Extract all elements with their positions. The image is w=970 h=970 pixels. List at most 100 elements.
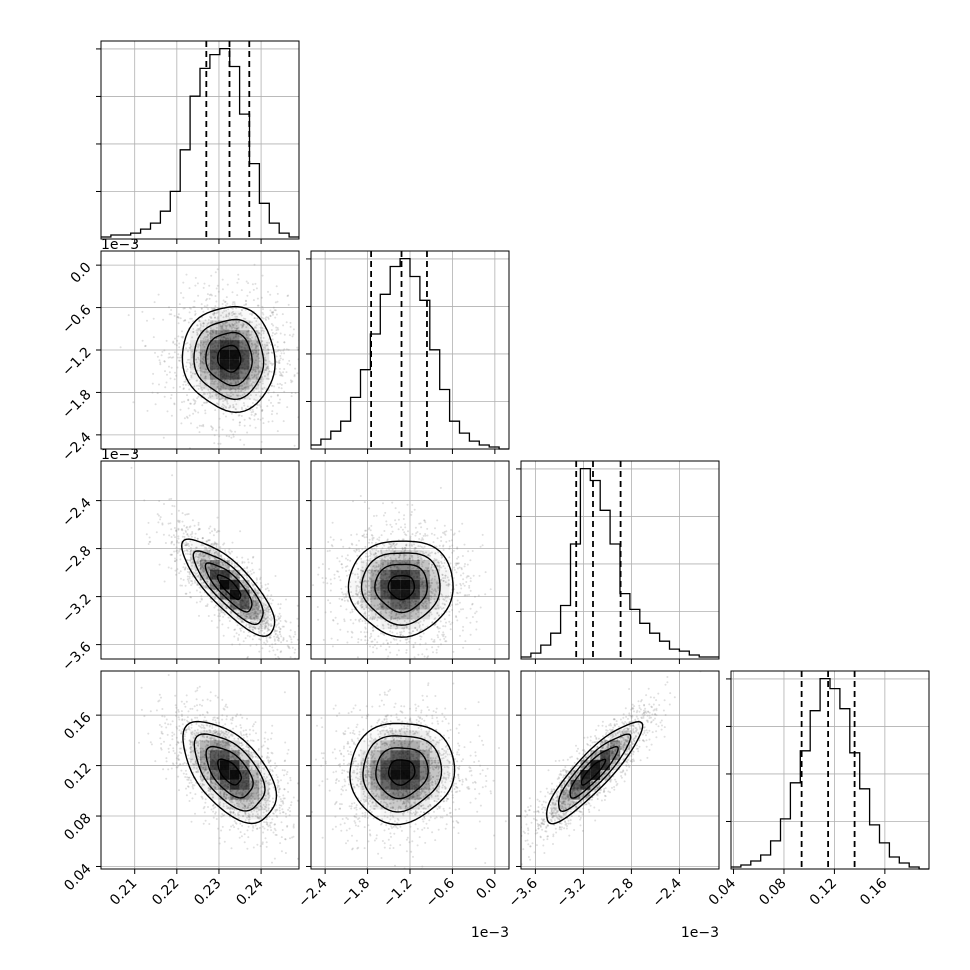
sample-point bbox=[230, 604, 233, 607]
sample-point bbox=[170, 542, 173, 545]
sample-point bbox=[160, 354, 163, 357]
sample-point bbox=[232, 404, 235, 406]
sample-point bbox=[254, 338, 257, 341]
sample-point bbox=[196, 333, 199, 336]
sample-point bbox=[271, 313, 274, 316]
sample-point bbox=[177, 322, 180, 325]
sample-point bbox=[266, 597, 269, 600]
sample-point bbox=[434, 559, 437, 562]
sample-point bbox=[371, 548, 374, 551]
sample-point bbox=[204, 559, 207, 562]
sample-point bbox=[232, 313, 235, 315]
sample-point bbox=[278, 367, 281, 370]
density-cell bbox=[239, 330, 250, 341]
density-cell bbox=[229, 310, 240, 321]
density-cell bbox=[249, 589, 260, 600]
sample-point bbox=[229, 389, 232, 392]
sample-point bbox=[173, 543, 176, 546]
sample-point bbox=[399, 554, 402, 556]
sample-point bbox=[273, 638, 276, 641]
sample-point bbox=[240, 620, 243, 623]
sample-point bbox=[194, 372, 197, 375]
sample-point bbox=[187, 407, 190, 410]
sample-point bbox=[211, 428, 214, 431]
sample-point bbox=[209, 329, 212, 332]
sample-point bbox=[157, 521, 160, 524]
sample-point bbox=[255, 376, 258, 379]
sample-point bbox=[267, 391, 270, 394]
sample-point bbox=[364, 635, 367, 638]
sample-point bbox=[189, 549, 192, 552]
sample-point bbox=[199, 380, 202, 383]
sample-point bbox=[462, 608, 464, 611]
sample-point bbox=[294, 392, 297, 394]
sample-point bbox=[248, 321, 251, 324]
sample-point bbox=[249, 384, 252, 387]
sample-point bbox=[327, 599, 330, 602]
sample-point bbox=[376, 619, 379, 622]
sample-point bbox=[220, 555, 223, 558]
sample-point bbox=[198, 385, 201, 387]
sample-point bbox=[255, 577, 258, 580]
sample-point bbox=[269, 636, 272, 639]
sample-point bbox=[377, 607, 380, 610]
sample-point bbox=[329, 610, 332, 613]
sample-point bbox=[371, 574, 374, 577]
sample-point bbox=[248, 398, 251, 400]
sample-point bbox=[363, 589, 366, 592]
sample-point bbox=[146, 319, 148, 322]
sample-point bbox=[241, 562, 244, 564]
sample-point bbox=[254, 621, 257, 624]
sample-point bbox=[238, 414, 241, 417]
sample-point bbox=[176, 366, 179, 369]
sample-point bbox=[156, 355, 159, 358]
sample-point bbox=[259, 336, 262, 339]
sample-point bbox=[202, 322, 205, 325]
sample-point bbox=[218, 530, 221, 533]
sample-point bbox=[362, 599, 365, 602]
sample-point bbox=[403, 630, 405, 633]
sample-point bbox=[236, 315, 238, 318]
sample-point bbox=[187, 580, 190, 582]
sample-point bbox=[436, 537, 439, 540]
sample-point bbox=[220, 557, 223, 560]
sample-point bbox=[234, 312, 237, 315]
sample-point bbox=[229, 552, 232, 555]
sample-point bbox=[241, 325, 244, 328]
sample-point bbox=[186, 553, 189, 555]
sample-point bbox=[256, 613, 259, 615]
sample-point bbox=[198, 382, 201, 385]
sample-point bbox=[204, 409, 207, 412]
sample-point bbox=[206, 331, 209, 334]
sample-point bbox=[207, 569, 210, 572]
sample-point bbox=[407, 566, 409, 569]
sample-point bbox=[340, 563, 343, 566]
sample-point bbox=[236, 394, 239, 397]
sample-point bbox=[304, 322, 306, 324]
sample-point bbox=[285, 598, 287, 601]
sample-point bbox=[406, 638, 409, 641]
sample-point bbox=[189, 345, 192, 348]
sample-point bbox=[432, 651, 434, 654]
sample-point bbox=[433, 533, 436, 536]
sample-point bbox=[196, 379, 199, 382]
sample-point bbox=[269, 624, 272, 627]
sample-point bbox=[181, 512, 184, 515]
sample-point bbox=[198, 552, 201, 555]
sample-point bbox=[261, 647, 264, 650]
sample-point bbox=[294, 367, 297, 370]
sample-point bbox=[168, 498, 171, 501]
sample-point bbox=[356, 656, 359, 659]
sample-point bbox=[361, 597, 364, 600]
sample-point bbox=[440, 593, 443, 596]
sample-point bbox=[249, 417, 252, 420]
sample-point bbox=[255, 604, 257, 606]
sample-point bbox=[211, 320, 214, 323]
sample-point bbox=[169, 553, 172, 556]
sample-point bbox=[267, 628, 270, 631]
sample-point bbox=[385, 612, 388, 614]
sample-point bbox=[354, 603, 357, 605]
sample-point bbox=[194, 402, 197, 404]
sample-point bbox=[389, 641, 392, 644]
sample-point bbox=[442, 598, 445, 601]
